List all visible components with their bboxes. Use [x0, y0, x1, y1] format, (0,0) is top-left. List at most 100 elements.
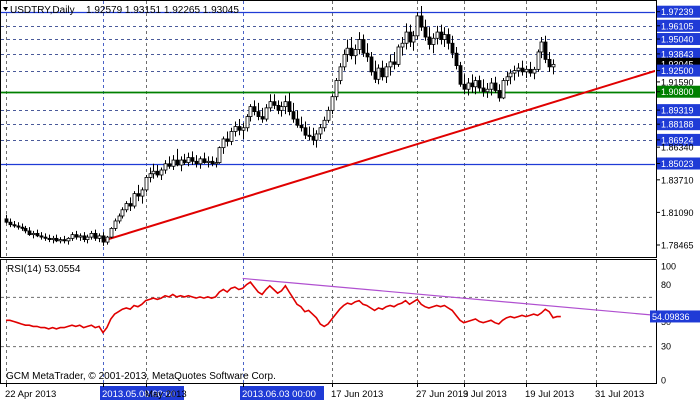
candle [279, 101, 284, 117]
candle [477, 75, 482, 92]
candle [314, 130, 319, 148]
candle [423, 19, 428, 41]
candle-body-bear [303, 127, 308, 136]
time-label-text: 17 Jun 2013 [331, 389, 383, 400]
candle [225, 131, 230, 147]
rsi-axis-label: 100 [661, 262, 676, 272]
candle-body-bear [520, 67, 525, 73]
candle [8, 218, 13, 228]
candle-body-bear [427, 36, 432, 45]
candle [124, 201, 129, 213]
level-price-box [657, 104, 700, 117]
candle-body-bear [35, 232, 40, 237]
candle [214, 157, 219, 168]
candle-body-bear [380, 67, 385, 78]
candle [66, 237, 71, 245]
candle [528, 61, 533, 77]
rsi-line [6, 281, 561, 334]
level-price-box [657, 118, 700, 131]
candle [151, 163, 156, 179]
candle [171, 155, 176, 171]
candle-body-bull [532, 68, 537, 74]
candle-body-bear [74, 234, 79, 238]
candle [148, 167, 153, 183]
candle-body-bull [489, 82, 494, 90]
candle [400, 37, 405, 56]
price-axis-label: 1.93843 [656, 47, 700, 60]
candle-body-bear [361, 39, 366, 54]
candle-body-bear [20, 226, 25, 229]
candle-body-bull [279, 106, 284, 111]
candle-body-bull [217, 147, 222, 163]
candle-body-bear [458, 65, 463, 85]
candle-body-bear [175, 159, 180, 166]
candle [322, 116, 327, 132]
candle [252, 100, 257, 116]
candle-body-bear [256, 111, 261, 117]
candle [144, 174, 149, 193]
candle-body-bull [229, 131, 234, 142]
candle [140, 187, 145, 204]
candle-body-bull [179, 159, 184, 166]
candle [427, 27, 432, 50]
candle-body-bull [466, 82, 471, 90]
price-label-text: 1.86340 [661, 143, 694, 153]
candle-body-bull [159, 169, 164, 176]
symbol-triangle-icon [3, 7, 8, 11]
candle-body-bear [54, 237, 59, 242]
candle [113, 218, 118, 231]
candle-body-bear [462, 83, 467, 90]
candle [101, 232, 106, 246]
candle [155, 165, 160, 178]
level-price-box [657, 33, 700, 46]
candle-body-bull [117, 215, 122, 222]
candle [179, 156, 184, 172]
candle-body-bear [252, 106, 257, 113]
time-label-text: 2013.06.03 00:00 [242, 389, 316, 400]
grid [6, 1, 597, 383]
support-price-box [657, 85, 700, 98]
level-price-box [657, 64, 700, 77]
candle [353, 44, 358, 65]
candle [248, 104, 253, 122]
rsi-value-box [650, 310, 700, 323]
price-axis-label: 1.92500 [656, 64, 700, 77]
candle-body-bull [233, 126, 238, 132]
candle [54, 234, 59, 243]
candle-body-bear [167, 163, 172, 167]
candle-body-bull [485, 88, 490, 93]
candle-body-bull [384, 66, 389, 78]
candle [508, 69, 513, 85]
candle-body-bull [512, 70, 517, 74]
candle [462, 74, 467, 95]
candle-body-bull [245, 116, 250, 129]
candle [357, 32, 362, 55]
candle-body-bear [481, 87, 486, 93]
candle-body-bear [4, 218, 9, 223]
candle [512, 65, 517, 81]
candle [229, 127, 234, 146]
candle [241, 122, 246, 139]
candle-body-bull [241, 127, 246, 131]
candle-body-bull [314, 133, 319, 141]
candle-body-bear [155, 170, 160, 176]
candle-body-bull [376, 67, 381, 80]
candle [39, 232, 44, 240]
candle [431, 33, 436, 54]
time-label-text: 31 Jul 2013 [595, 389, 644, 400]
price-axis-label: 1.86340 [656, 143, 694, 153]
price-label-text: 1.92500 [661, 66, 694, 76]
candle-body-bull [120, 209, 125, 217]
time-highlight-box [100, 386, 184, 400]
candle-body-bear [307, 134, 312, 137]
candle [318, 124, 323, 139]
candle-body-bear [276, 104, 281, 111]
candle-body-bear [272, 101, 277, 106]
candle-body-bear [27, 230, 32, 236]
candle [159, 167, 164, 180]
candle [167, 156, 172, 169]
candle [82, 232, 87, 243]
candle [35, 229, 40, 238]
candle [4, 214, 9, 224]
candle-body-bear [470, 82, 475, 88]
